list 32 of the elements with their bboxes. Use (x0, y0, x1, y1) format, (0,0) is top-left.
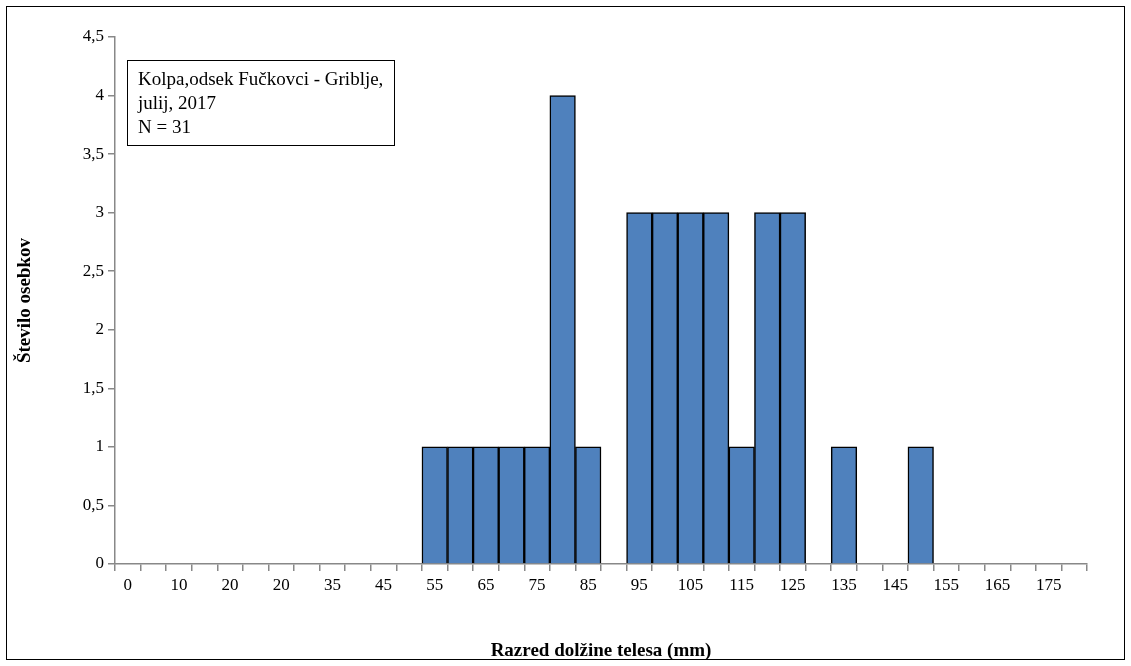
y-tick-label: 1,5 (82, 377, 104, 397)
x-tick-label: 135 (831, 574, 857, 594)
y-tick-label: 4 (95, 85, 105, 105)
x-tick-label: 10 (170, 574, 188, 594)
x-tick-label: 165 (984, 574, 1011, 594)
x-tick-label: 45 (375, 574, 393, 594)
y-tick-label: 2,5 (82, 260, 104, 280)
x-tick-label: 55 (426, 574, 444, 594)
x-tick-label: 20 (221, 574, 239, 594)
y-tick-label: 3 (95, 202, 104, 222)
x-tick-label: 105 (677, 574, 704, 594)
x-tick-label: 65 (477, 574, 495, 594)
x-axis-title: Razred dolžine telesa (mm) (490, 638, 712, 661)
y-tick-label: 2 (95, 319, 104, 339)
x-tick-label: 35 (323, 574, 341, 594)
x-tick-label: 115 (729, 574, 755, 594)
y-axis-title: Število osebkov (13, 237, 35, 364)
x-tick-label: 145 (882, 574, 908, 594)
x-tick-label: 125 (780, 574, 806, 594)
x-tick-label: 20 (272, 574, 290, 594)
annotation: Kolpa,odsek Fučkovci - Griblje, julij, 2017 N = 31 (127, 60, 395, 146)
y-tick-label: 4,5 (82, 26, 104, 46)
x-tick-label: 0 (123, 574, 133, 594)
x-tick-label: 95 (630, 574, 648, 594)
x-tick-label: 85 (579, 574, 597, 594)
y-tick-label: 0,5 (82, 494, 104, 514)
x-tick-label: 175 (1035, 574, 1062, 594)
x-tick-label: 75 (528, 574, 546, 594)
x-tick-label: 155 (933, 574, 960, 594)
y-tick-label: 3,5 (82, 143, 104, 163)
y-tick-label: 0 (95, 553, 104, 573)
y-tick-label: 1 (95, 436, 104, 456)
